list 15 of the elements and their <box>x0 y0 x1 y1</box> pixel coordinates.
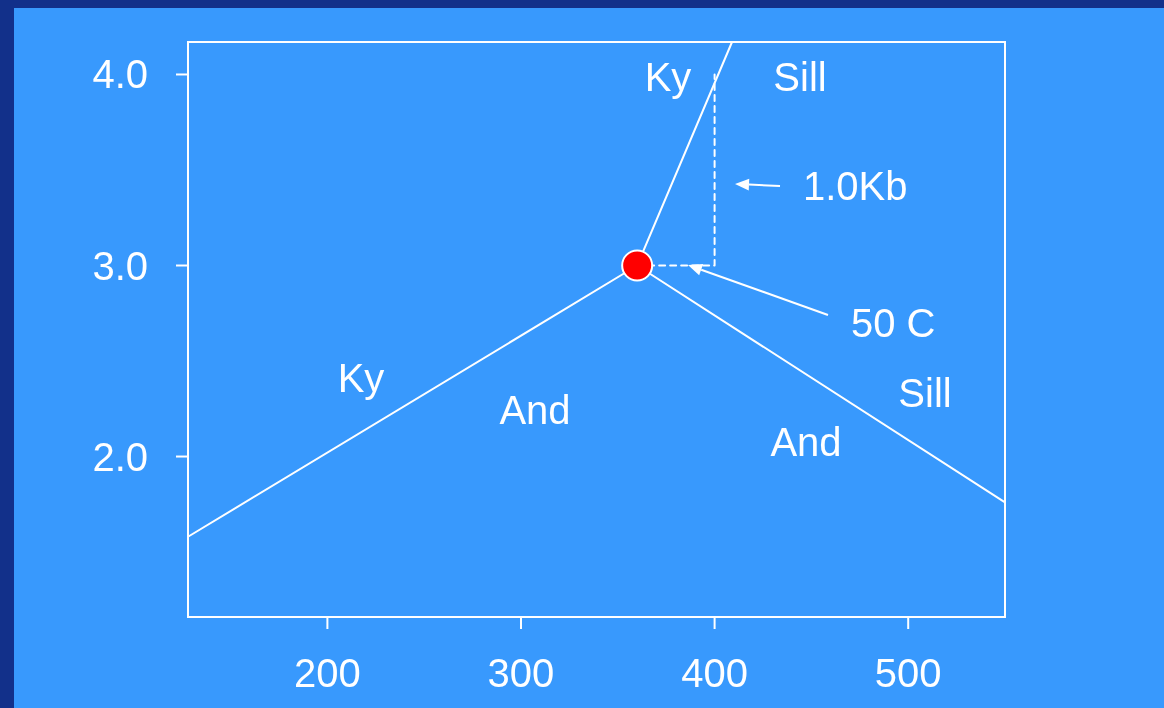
annotation: 1.0Kb <box>803 164 908 208</box>
y-tick-label: 4.0 <box>92 52 148 97</box>
x-tick-label: 400 <box>681 651 748 695</box>
y-tick-label: 3.0 <box>92 243 148 288</box>
annotation: Sill <box>898 371 952 415</box>
x-tick-label: 300 <box>487 651 555 695</box>
annotation: Sill <box>773 55 827 99</box>
x-tick-label: 500 <box>874 651 942 695</box>
y-tick-label: 2.0 <box>92 434 148 479</box>
x-tick-label: 200 <box>294 651 361 695</box>
annotation: 50 C <box>851 301 936 345</box>
annotation: Ky <box>337 356 385 400</box>
annotation: And <box>770 420 842 464</box>
annotation: Ky <box>644 55 692 99</box>
annotation: And <box>499 388 571 432</box>
